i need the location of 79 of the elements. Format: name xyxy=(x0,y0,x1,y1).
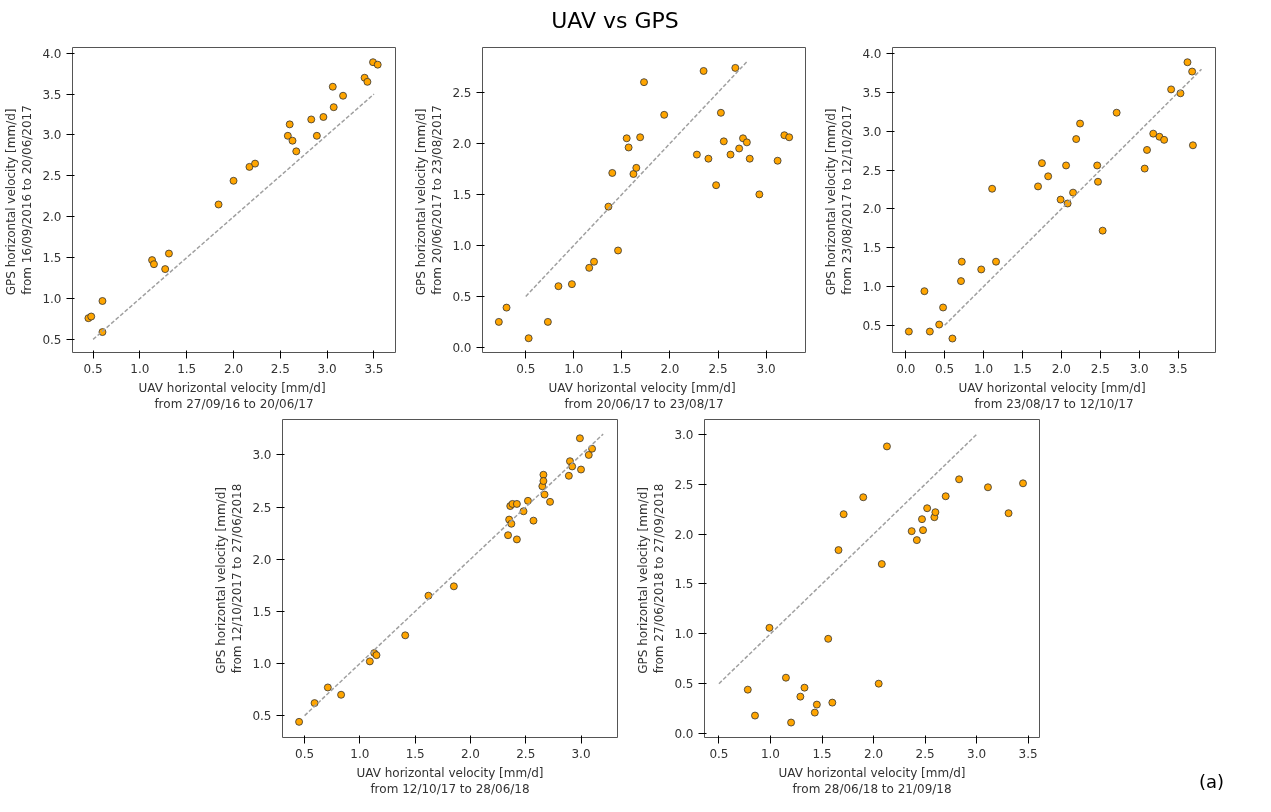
y-axis-title: GPS horizontal velocity [mm/d] from 16/09/2016 to 20/06/2017 xyxy=(3,105,35,296)
x-tick-label: 1.5 xyxy=(612,361,632,376)
y-tick-label: 0.5 xyxy=(862,318,882,333)
y-tick-label: 2.0 xyxy=(42,210,62,225)
y-tick-label: 1.5 xyxy=(674,577,694,592)
x-tick-label: 1.0 xyxy=(760,746,781,761)
x-tick-label: 3.0 xyxy=(317,361,337,376)
y-tick-label: 2.5 xyxy=(252,500,272,515)
text: (a) xyxy=(1199,770,1225,794)
y-tick-label: 3.0 xyxy=(862,124,882,139)
y-axis-title: GPS horizontal velocity [mm/d] from 27/06/2018 to 27/09/2018 xyxy=(635,483,667,674)
y-tick-label: 0.0 xyxy=(674,727,694,742)
x-axis-title: UAV horizontal velocity [mm/d] from 23/08/17 to 12/10/17 xyxy=(958,380,1146,412)
y-tick-label: 3.5 xyxy=(42,87,62,102)
x-tick-label: 1.0 xyxy=(974,361,994,376)
y-tick-label: 1.5 xyxy=(252,604,272,619)
x-tick-label: 2.5 xyxy=(708,361,728,376)
y-tick-label: 2.0 xyxy=(862,202,882,217)
chart-title: UAV vs GPS xyxy=(551,7,679,35)
y-tick-label: 1.5 xyxy=(862,241,882,256)
y-tick-label: 0.5 xyxy=(452,289,472,304)
y-tick-label: 2.5 xyxy=(674,477,694,492)
x-tick-label: 2.5 xyxy=(516,746,536,761)
y-tick-label: 3.0 xyxy=(42,128,62,143)
y-tick-label: 1.0 xyxy=(252,656,272,671)
x-tick-label: 0.0 xyxy=(896,361,916,376)
x-tick-label: 2.0 xyxy=(223,361,244,376)
x-tick-label: 3.5 xyxy=(364,361,384,376)
x-tick-label: 3.0 xyxy=(571,746,591,761)
x-tick-label: 1.5 xyxy=(405,746,425,761)
y-tick-label: 2.0 xyxy=(252,552,272,567)
y-tick-label: 3.5 xyxy=(862,86,882,101)
x-tick-label: 3.5 xyxy=(1018,746,1038,761)
x-tick-label: 1.5 xyxy=(812,746,832,761)
y-tick-label: 0.5 xyxy=(674,677,694,692)
x-tick-label: 3.5 xyxy=(1168,361,1188,376)
x-tick-label: 1.5 xyxy=(177,361,197,376)
x-tick-label: 3.0 xyxy=(967,746,987,761)
x-tick-label: 2.5 xyxy=(270,361,290,376)
x-tick-label: 3.0 xyxy=(1129,361,1149,376)
x-tick-label: 1.0 xyxy=(564,361,584,376)
x-tick-label: 3.0 xyxy=(756,361,776,376)
x-axis-title: UAV horizontal velocity [mm/d] from 20/06/17 to 23/08/17 xyxy=(548,380,736,412)
y-tick-label: 4.0 xyxy=(862,47,882,62)
y-tick-label: 1.5 xyxy=(452,187,472,202)
y-tick-label: 1.0 xyxy=(42,292,62,307)
x-tick-label: 0.5 xyxy=(935,361,955,376)
x-axis-title: UAV horizontal velocity [mm/d] from 12/10/17 to 28/06/18 xyxy=(356,765,544,797)
y-axis-title: GPS horizontal velocity [mm/d] from 20/06/2017 to 23/08/2017 xyxy=(413,105,445,296)
x-tick-label: 0.5 xyxy=(295,746,315,761)
x-tick-label: 1.5 xyxy=(1012,361,1033,376)
x-tick-label: 0.5 xyxy=(709,746,729,761)
y-tick-label: 0.5 xyxy=(42,332,62,347)
y-axis-title: GPS horizontal velocity [mm/d] from 12/10/2017 to 27/06/2018 xyxy=(213,483,245,674)
y-tick-label: 2.5 xyxy=(452,85,472,100)
y-tick-label: 0.0 xyxy=(452,340,472,355)
x-tick-label: 2.0 xyxy=(1051,361,1071,376)
y-tick-label: 1.0 xyxy=(674,627,694,642)
y-tick-label: 2.5 xyxy=(42,169,62,184)
x-axis-title: UAV horizontal velocity [mm/d] from 28/06/18 to 21/09/18 xyxy=(778,765,966,797)
y-tick-label: 2.0 xyxy=(452,136,472,151)
y-tick-label: 2.5 xyxy=(862,163,882,178)
y-tick-label: 3.0 xyxy=(674,427,694,442)
y-tick-label: 3.0 xyxy=(252,448,272,463)
y-tick-label: 0.5 xyxy=(252,709,272,724)
y-tick-label: 1.0 xyxy=(452,238,472,253)
y-tick-label: 2.0 xyxy=(674,527,694,542)
x-tick-label: 0.5 xyxy=(516,361,536,376)
y-tick-label: 1.5 xyxy=(42,251,62,266)
x-tick-label: 2.0 xyxy=(660,361,680,376)
x-tick-label: 0.5 xyxy=(83,361,103,376)
x-tick-label: 2.5 xyxy=(915,746,935,761)
x-tick-label: 2.5 xyxy=(1090,361,1110,376)
y-tick-label: 1.0 xyxy=(862,280,882,295)
x-tick-label: 1.0 xyxy=(350,746,370,761)
y-axis-title: GPS horizontal velocity [mm/d] from 23/08/2017 to 12/10/2017 xyxy=(823,105,855,296)
x-tick-label: 1.0 xyxy=(130,361,150,376)
y-tick-label: 4.0 xyxy=(42,46,62,61)
x-axis-title: UAV horizontal velocity [mm/d] from 27/09/16 to 20/06/17 xyxy=(138,380,326,412)
